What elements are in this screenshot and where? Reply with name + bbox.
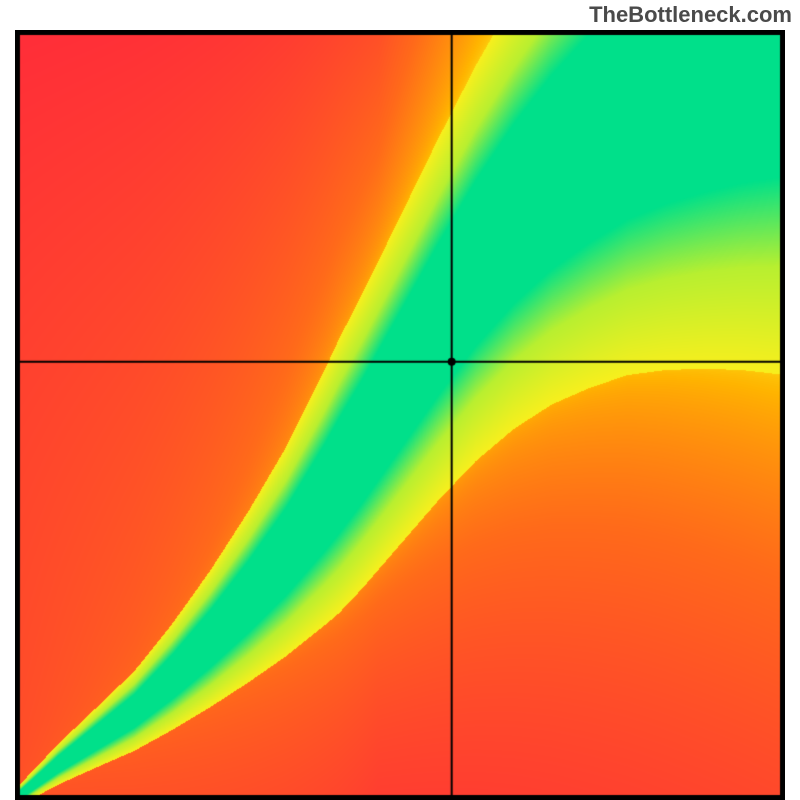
heatmap-canvas [15,30,785,800]
attribution-text: TheBottleneck.com [589,2,792,28]
bottleneck-heatmap [15,30,785,800]
root-container: TheBottleneck.com [0,0,800,800]
